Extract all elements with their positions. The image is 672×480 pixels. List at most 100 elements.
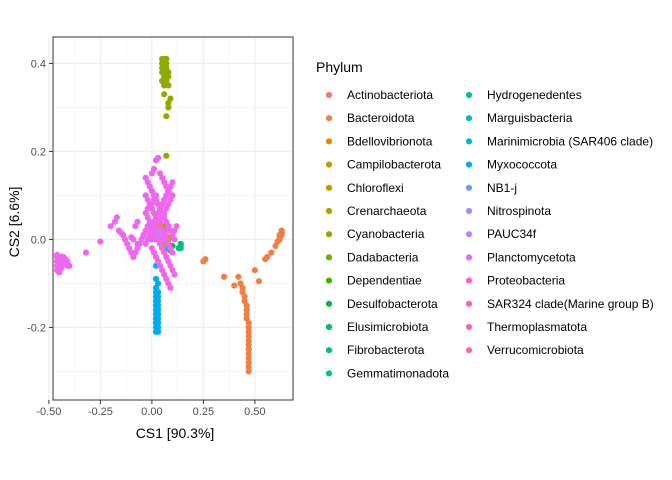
axes: -0.50 -0.25 0.00 0.25 0.50 -0.2 0.0 0.2 0.4 [27,36,294,418]
legend-key [325,347,333,354]
legend-label: Myxococcota [487,158,557,172]
legend-item: Chloroflexi [325,181,404,195]
data-point [157,231,164,239]
data-point [173,223,180,230]
data-point [169,249,176,256]
data-point [243,306,250,313]
legend-item: Marinimicrobia (SAR406 clade) [465,134,653,148]
legend-key [325,323,333,331]
series-planctomycetota [154,227,164,239]
y-axis-title: CS2 [6.6%] [6,187,22,258]
legend-label: Dadabacteria [347,250,419,264]
legend-label: Bacteroidota [347,111,415,125]
data-point [245,355,252,362]
data-point [165,82,172,89]
legend-key [465,254,473,261]
data-point [171,271,178,278]
data-point [140,231,147,239]
data-point [237,280,244,287]
panel-background [53,37,293,400]
data-point [245,324,252,331]
data-point [165,104,172,111]
legend-key [465,323,473,331]
legend-key [325,370,333,377]
y-tick-label: 0.4 [31,58,46,70]
data-point [245,328,252,335]
legend-key [325,231,333,238]
data-point [165,99,172,107]
data-point [165,187,172,195]
data-point [165,227,172,234]
data-point [132,223,139,230]
series-proteobacteria [54,154,180,291]
legend-item: Bacteroidota [325,111,415,125]
series-fibrobacterota [175,240,184,252]
legend-label: Hydrogenedentes [487,88,582,102]
data-point [165,69,172,76]
data-point [243,311,250,318]
x-tick-label: -0.50 [36,406,61,418]
data-point [134,240,141,247]
data-point [245,368,252,375]
data-point [107,223,114,230]
legend-title: Phylum [316,59,363,75]
data-point [97,238,104,245]
legend-item: Nitrospinota [465,204,551,218]
data-point [154,302,162,309]
legend-item: Verrucomicrobiota [465,343,584,357]
legend-key [465,184,473,191]
legend-item: Fibrobacterota [325,343,425,357]
legend-key [465,115,473,122]
legend-item: Bdellovibrionota [325,134,433,148]
legend-label: Verrucomicrobiota [487,343,584,357]
legend-item: Thermoplasmatota [465,320,587,334]
legend: Phylum Actinobacteriota Bacteroidota Bdell… [316,59,654,380]
y-tick-label: 0.0 [31,234,46,246]
legend-key [325,277,333,284]
data-point [144,205,151,212]
legend-key [465,277,473,284]
plot-area [48,37,293,400]
legend-label: Proteobacteria [487,274,565,288]
legend-item: Dependentiae [325,274,422,288]
data-point [163,152,170,159]
data-point [163,113,170,120]
x-tick-label: 0.00 [141,406,162,418]
data-point [163,55,170,63]
data-point [245,350,252,357]
data-point [169,179,176,186]
data-point [154,280,162,287]
legend-item: Elusimicrobiota [325,320,429,334]
series-myxococcota [152,262,162,335]
legend-label: Bdellovibrionota [347,134,433,148]
legend-item: Actinobacteriota [325,88,433,102]
legend-key [325,254,333,261]
data-point [154,328,162,335]
legend-item: NB1-j [465,181,517,195]
data-point [278,229,285,236]
data-point [268,249,275,256]
legend-item: Proteobacteria [465,274,565,288]
data-point [235,273,242,280]
legend-key [325,91,333,99]
legend-label: Marinimicrobia (SAR406 clade) [487,134,653,148]
legend-label: Planctomycetota [487,250,576,264]
legend-key [325,207,333,215]
legend-key [325,115,333,122]
legend-key [465,138,473,145]
legend-item: Hydrogenedentes [465,88,582,102]
legend-label: Crenarchaeota [347,204,427,218]
legend-key [465,231,473,238]
legend-item: Marguisbacteria [465,111,573,125]
data-point [245,346,252,353]
legend-key [465,207,473,215]
legend-label: Nitrospinota [487,204,551,218]
data-point [245,337,252,344]
legend-label: Marguisbacteria [487,111,573,125]
legend-item: PAUC34f [465,227,537,241]
data-point [245,341,252,349]
data-point [171,236,178,243]
legend-item: Myxococcota [465,158,557,172]
series-bacteroidota [159,223,285,375]
